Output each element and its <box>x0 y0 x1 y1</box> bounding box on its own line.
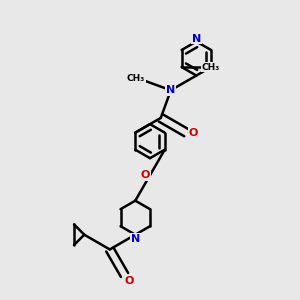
Text: N: N <box>131 234 140 244</box>
Text: O: O <box>124 276 134 286</box>
Text: O: O <box>189 128 198 138</box>
Text: CH₃: CH₃ <box>127 74 145 83</box>
Text: N: N <box>192 34 201 44</box>
Text: O: O <box>141 170 150 180</box>
Text: N: N <box>166 85 176 95</box>
Text: CH₃: CH₃ <box>202 62 220 71</box>
